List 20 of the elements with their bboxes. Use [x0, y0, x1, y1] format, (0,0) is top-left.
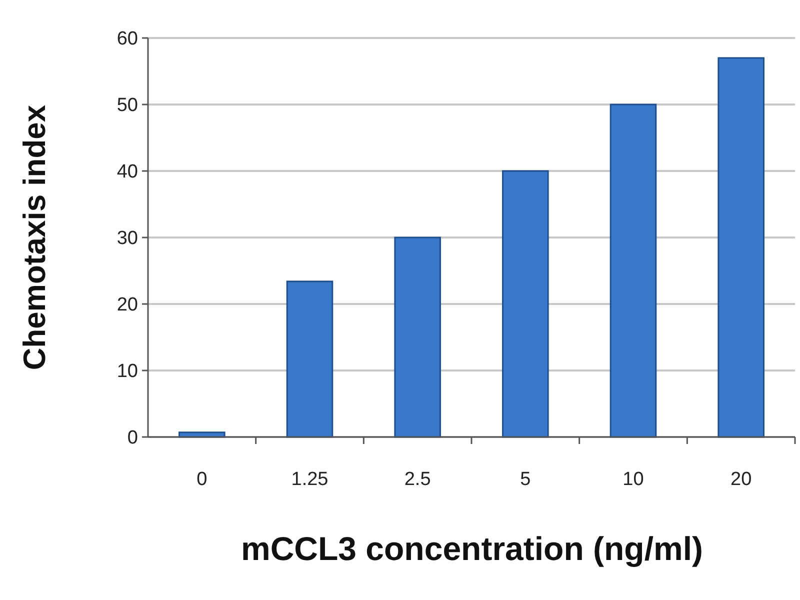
x-tick-label: 1.25: [291, 469, 328, 490]
x-tick-label: 2.5: [404, 469, 431, 490]
x-tick-label: 5: [520, 469, 531, 490]
x-tick-label: 20: [730, 469, 752, 490]
bar: [286, 280, 334, 438]
bar: [610, 104, 657, 438]
y-axis-title: Chemotaxis index: [17, 104, 52, 370]
y-tick-label: 50: [116, 95, 138, 116]
bar: [394, 236, 441, 438]
bar: [502, 170, 549, 438]
y-tick-label: 20: [116, 294, 138, 316]
y-tick-label: 30: [116, 228, 138, 250]
y-tick-label: 10: [116, 361, 138, 382]
y-tick-label: 60: [116, 28, 138, 50]
y-tick-label: 0: [127, 428, 138, 449]
y-tick-label: 40: [116, 162, 138, 183]
x-tick-label: 10: [622, 469, 644, 490]
x-axis-title: mCCL3 concentration (ng/ml): [240, 530, 704, 567]
x-tick-label: 0: [196, 469, 208, 490]
bar: [718, 57, 764, 438]
